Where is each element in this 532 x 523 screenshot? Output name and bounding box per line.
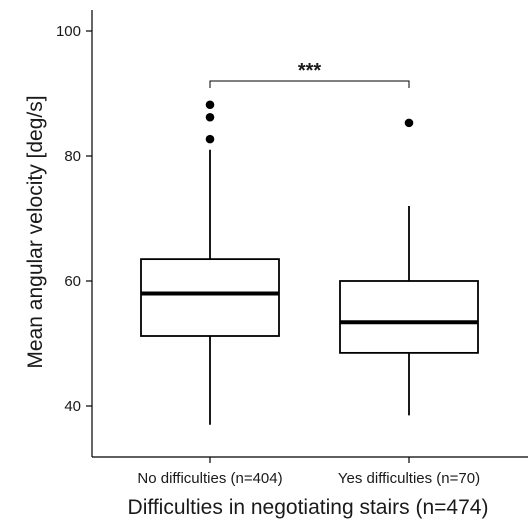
significance-annotation: *** bbox=[209, 60, 410, 88]
iqr-box bbox=[140, 258, 280, 337]
iqr-box bbox=[339, 280, 479, 354]
y-tick-label: 80 bbox=[64, 148, 81, 165]
outlier-point bbox=[404, 118, 414, 128]
y-tick-label: 100 bbox=[56, 23, 81, 40]
x-tick-label: Yes difficulties (n=70) bbox=[338, 470, 480, 487]
y-tick-label: 40 bbox=[64, 398, 81, 415]
y-tick-label: 60 bbox=[64, 273, 81, 290]
x-tick-label: No difficulties (n=404) bbox=[137, 470, 282, 487]
boxes-group bbox=[140, 100, 479, 425]
x-axis-ticks: No difficulties (n=404) Yes difficulties … bbox=[137, 457, 480, 487]
y-axis-title: Mean angular velocity [deg/s] bbox=[24, 95, 47, 368]
y-axis-ticks: 40 60 80 100 bbox=[56, 23, 92, 415]
significance-bracket bbox=[209, 80, 410, 88]
outlier-point bbox=[205, 100, 215, 110]
x-axis-title: Difficulties in negotiating stairs (n=47… bbox=[128, 496, 489, 519]
box-2 bbox=[339, 118, 479, 416]
outlier-point bbox=[205, 134, 215, 144]
outlier-point bbox=[205, 112, 215, 122]
box-1 bbox=[140, 100, 280, 425]
significance-label: *** bbox=[298, 60, 322, 82]
